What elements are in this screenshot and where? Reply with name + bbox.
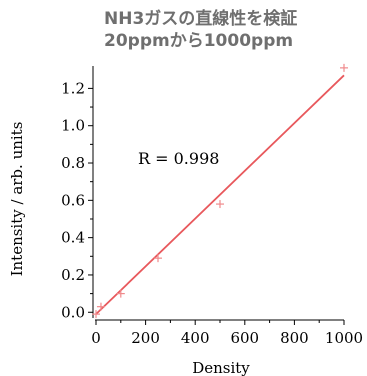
data-point (116, 289, 125, 298)
axes: 0.0 0.2 0.4 0.6 0.8 1.0 1.2 0 200 400 600 800 1000 (61, 66, 363, 347)
x-tick-label: 400 (181, 329, 210, 347)
chart-title: NH3ガスの直線性を検証 20ppmから1000ppm (104, 8, 367, 52)
x-tick-label: 200 (131, 329, 160, 347)
y-tick-label: 0.8 (61, 154, 85, 172)
chart-title-line-2: 20ppmから1000ppm (104, 31, 294, 51)
x-tick-label: 1000 (325, 329, 363, 347)
axis-labels: Density Intensity / arb. units R = 0.998 (8, 122, 250, 376)
data-points (92, 63, 348, 319)
data-point (154, 254, 162, 263)
data-point (340, 63, 348, 72)
y-tick-label: 1.0 (61, 117, 85, 135)
y-tick-label: 0.4 (61, 229, 85, 247)
data-point (96, 302, 105, 311)
r-value-annotation: R = 0.998 (138, 149, 219, 168)
fit-line (95, 74, 345, 315)
data-point (92, 310, 100, 319)
y-tick-label: 1.2 (61, 79, 85, 97)
y-tick-label: 0.2 (61, 266, 85, 284)
fit-line-group (95, 74, 345, 315)
x-axis-label: Density (192, 359, 250, 376)
y-axis-label: Intensity / arb. units (8, 122, 26, 277)
x-tick-label: 600 (230, 329, 259, 347)
y-tick-label: 0.0 (61, 303, 85, 321)
data-point (216, 200, 224, 209)
y-tick-label: 0.6 (61, 191, 85, 209)
chart-title-line-1: NH3ガスの直線性を検証 (104, 9, 298, 29)
x-tick-label: 0 (91, 329, 101, 347)
x-tick-label: 800 (280, 329, 309, 347)
